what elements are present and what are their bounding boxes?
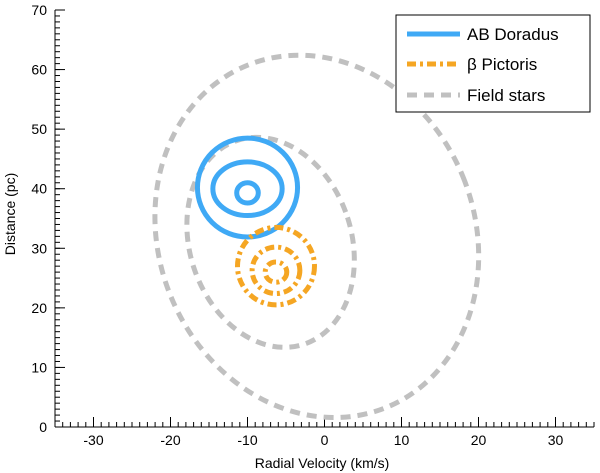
x-tick-label: -30 <box>83 432 103 448</box>
x-tick-label: -10 <box>237 432 257 448</box>
contour-beta-pictoris-3 <box>234 224 317 308</box>
y-tick-label: 30 <box>31 240 47 256</box>
contour-ab-doradus-1 <box>234 180 261 206</box>
x-tick-label: 10 <box>394 432 410 448</box>
x-tick-label: 0 <box>321 432 329 448</box>
axes: -30 -20 -10 0 10 20 30 0 10 20 30 40 50 60 70 <box>31 2 595 448</box>
x-tick-label: -20 <box>160 432 180 448</box>
x-tick-label: 30 <box>548 432 564 448</box>
legend-label-ab-doradus: AB Doradus <box>467 25 559 44</box>
y-tick-label: 0 <box>39 419 47 435</box>
plot-area <box>152 52 482 421</box>
x-axis-title: Radial Velocity (km/s) <box>255 455 390 471</box>
y-tick-label: 10 <box>31 359 47 375</box>
contour-field-stars-2 <box>152 52 482 421</box>
y-tick-label: 70 <box>31 2 47 18</box>
y-tick-label: 50 <box>31 121 47 137</box>
y-axis-title: Distance (pc) <box>2 173 18 255</box>
contour-field-stars-1 <box>184 134 357 350</box>
series-beta-pictoris <box>234 224 317 308</box>
series-ab-doradus <box>194 135 301 240</box>
legend-label-field-stars: Field stars <box>467 86 545 105</box>
y-tick-label: 20 <box>31 300 47 316</box>
contour-beta-pictoris-2 <box>249 244 303 297</box>
contour-ab-doradus-2 <box>210 159 285 219</box>
y-tick-label: 60 <box>31 62 47 78</box>
legend: AB Doradus β Pictoris Field stars <box>395 14 591 113</box>
contour-beta-pictoris-1 <box>262 259 290 285</box>
x-tick-label: 20 <box>471 432 487 448</box>
legend-label-beta-pictoris: β Pictoris <box>467 55 537 74</box>
contour-ab-doradus-3 <box>194 135 301 240</box>
y-tick-label: 40 <box>31 181 47 197</box>
